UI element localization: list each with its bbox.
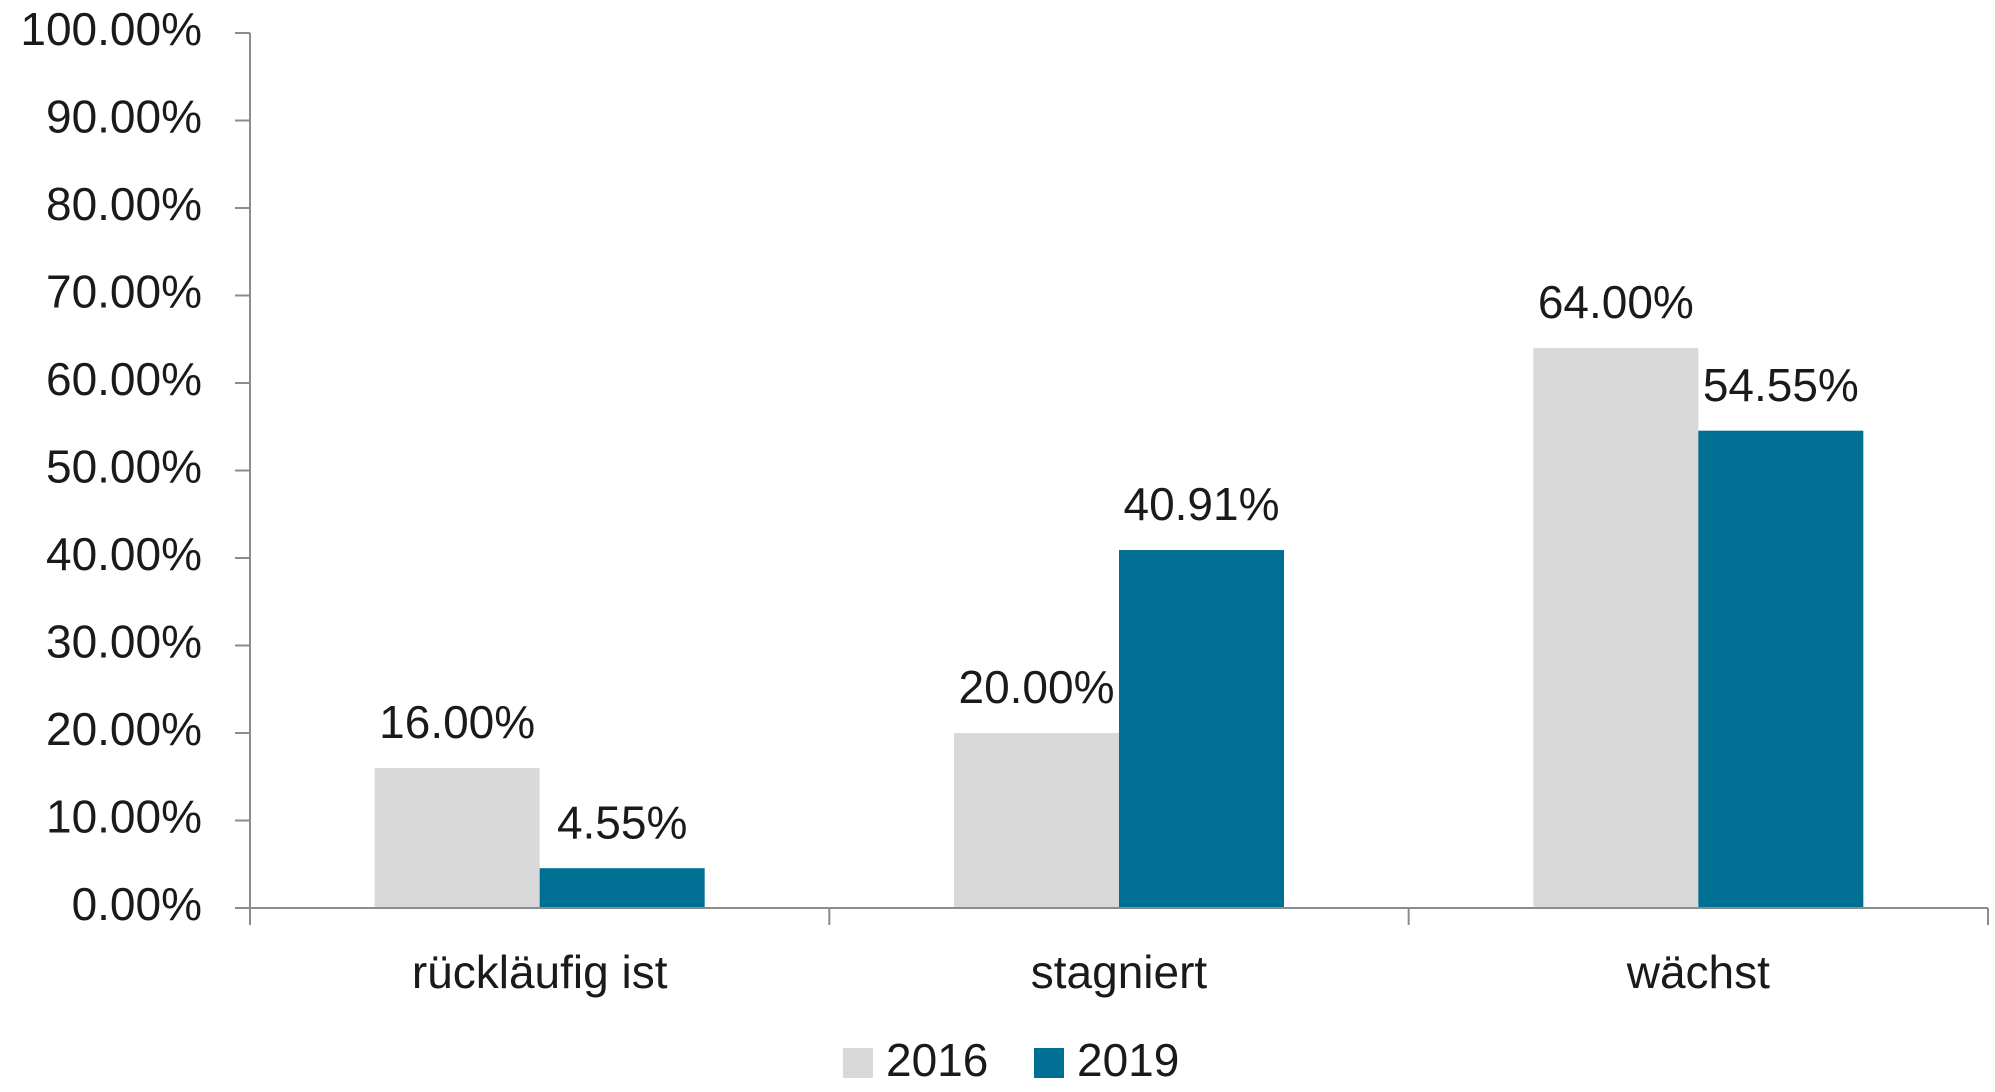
bar	[539, 868, 705, 908]
value-label: 64.00%	[1538, 276, 1694, 328]
y-tick-label: 30.00%	[46, 616, 202, 668]
y-tick-label: 50.00%	[46, 441, 202, 493]
value-label: 20.00%	[958, 661, 1114, 713]
y-tick-label: 0.00%	[72, 878, 202, 930]
value-label: 54.55%	[1703, 359, 1859, 411]
value-label: 40.91%	[1123, 478, 1279, 530]
y-tick-label: 60.00%	[46, 353, 202, 405]
legend-swatch	[843, 1048, 873, 1078]
bar	[954, 733, 1119, 908]
x-tick-label: wächst	[1626, 946, 1770, 998]
x-tick-label: rückläufig ist	[412, 946, 668, 998]
y-tick-label: 100.00%	[20, 3, 202, 55]
y-tick-label: 70.00%	[46, 266, 202, 318]
value-label: 16.00%	[379, 696, 535, 748]
legend-label: 2016	[886, 1034, 988, 1086]
y-tick-label: 20.00%	[46, 703, 202, 755]
bar	[1119, 550, 1284, 908]
y-tick-label: 90.00%	[46, 91, 202, 143]
legend-swatch	[1034, 1048, 1064, 1078]
value-label: 4.55%	[557, 796, 687, 848]
legend-label: 2019	[1077, 1034, 1179, 1086]
y-tick-label: 40.00%	[46, 528, 202, 580]
y-tick-label: 10.00%	[46, 791, 202, 843]
y-tick-label: 80.00%	[46, 178, 202, 230]
bar	[1698, 430, 1864, 908]
x-tick-label: stagniert	[1031, 946, 1208, 998]
bar	[1533, 348, 1699, 908]
bar	[374, 768, 540, 908]
